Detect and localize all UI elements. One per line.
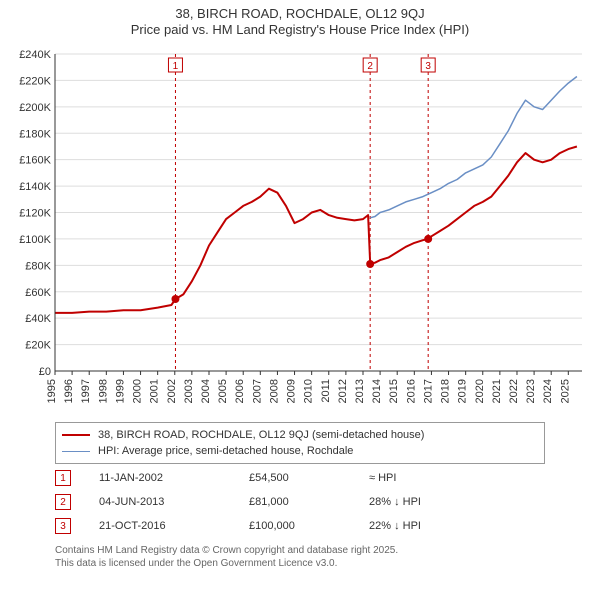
chart-title-block: 38, BIRCH ROAD, ROCHDALE, OL12 9QJ Price…	[0, 0, 600, 39]
svg-text:2019: 2019	[457, 379, 469, 403]
footer-line1: Contains HM Land Registry data © Crown c…	[55, 544, 545, 557]
event-price-3: £100,000	[249, 520, 369, 532]
event-price-2: £81,000	[249, 496, 369, 508]
event-index-box-3: 3	[55, 518, 71, 534]
chart-area: £0 £20K £40K £60K £80K £100K £120K £140K £160K £1…	[10, 46, 590, 416]
event-date-1: 11-JAN-2002	[99, 472, 249, 484]
events-table: 1 11-JAN-2002 £54,500 ≈ HPI 2 04-JUN-201…	[55, 466, 545, 538]
svg-text:£100K: £100K	[19, 234, 51, 246]
svg-text:£180K: £180K	[19, 128, 51, 140]
svg-text:2000: 2000	[132, 379, 144, 403]
title-line2: Price paid vs. HM Land Registry's House …	[0, 22, 600, 38]
event-rel-1: ≈ HPI	[369, 472, 489, 484]
svg-text:2016: 2016	[405, 379, 417, 403]
svg-text:1999: 1999	[114, 379, 126, 403]
event-rel-3: 22% ↓ HPI	[369, 520, 489, 532]
svg-text:2002: 2002	[166, 379, 178, 403]
event-row-1: 1 11-JAN-2002 £54,500 ≈ HPI	[55, 466, 545, 490]
event-row-2: 2 04-JUN-2013 £81,000 28% ↓ HPI	[55, 490, 545, 514]
svg-text:2012: 2012	[337, 379, 349, 403]
title-line1: 38, BIRCH ROAD, ROCHDALE, OL12 9QJ	[0, 6, 600, 22]
svg-text:2018: 2018	[440, 379, 452, 403]
svg-text:£240K: £240K	[19, 49, 51, 61]
svg-text:1997: 1997	[80, 379, 92, 403]
svg-text:2007: 2007	[251, 379, 263, 403]
footer-line2: This data is licensed under the Open Gov…	[55, 557, 545, 570]
svg-text:2010: 2010	[303, 379, 315, 403]
svg-text:£200K: £200K	[19, 102, 51, 114]
event-date-3: 21-OCT-2016	[99, 520, 249, 532]
event-index-box-1: 1	[55, 470, 71, 486]
svg-text:£40K: £40K	[25, 313, 51, 325]
svg-text:2017: 2017	[422, 379, 434, 403]
line-chart-svg: £0 £20K £40K £60K £80K £100K £120K £140K £160K £1…	[10, 46, 590, 416]
event-rel-2: 28% ↓ HPI	[369, 496, 489, 508]
svg-text:£60K: £60K	[25, 287, 51, 299]
event-row-3: 3 21-OCT-2016 £100,000 22% ↓ HPI	[55, 514, 545, 538]
svg-text:2009: 2009	[286, 379, 298, 403]
legend-item-hpi: HPI: Average price, semi-detached house,…	[62, 443, 538, 459]
svg-text:£20K: £20K	[25, 340, 51, 352]
event-index-box-2: 2	[55, 494, 71, 510]
footer-note: Contains HM Land Registry data © Crown c…	[55, 544, 545, 570]
svg-text:2003: 2003	[183, 379, 195, 403]
svg-text:£140K: £140K	[19, 181, 51, 193]
svg-text:£160K: £160K	[19, 155, 51, 167]
svg-text:£220K: £220K	[19, 75, 51, 87]
svg-text:2: 2	[367, 61, 373, 72]
svg-text:2022: 2022	[508, 379, 520, 403]
svg-text:2023: 2023	[525, 379, 537, 403]
svg-text:2008: 2008	[268, 379, 280, 403]
svg-text:1: 1	[173, 61, 179, 72]
svg-text:£80K: £80K	[25, 260, 51, 272]
svg-text:2025: 2025	[559, 379, 571, 403]
svg-text:2006: 2006	[234, 379, 246, 403]
event-date-2: 04-JUN-2013	[99, 496, 249, 508]
legend-swatch-price-paid	[62, 434, 90, 436]
svg-text:2011: 2011	[320, 379, 332, 403]
legend-label-hpi: HPI: Average price, semi-detached house,…	[98, 445, 353, 457]
legend-label-price-paid: 38, BIRCH ROAD, ROCHDALE, OL12 9QJ (semi…	[98, 429, 424, 441]
svg-text:1998: 1998	[97, 379, 109, 403]
svg-text:£0: £0	[39, 366, 51, 378]
legend-box: 38, BIRCH ROAD, ROCHDALE, OL12 9QJ (semi…	[55, 422, 545, 464]
svg-text:1995: 1995	[46, 379, 58, 403]
svg-text:3: 3	[425, 61, 431, 72]
legend-item-price-paid: 38, BIRCH ROAD, ROCHDALE, OL12 9QJ (semi…	[62, 427, 538, 443]
svg-text:2015: 2015	[388, 379, 400, 403]
svg-text:2004: 2004	[200, 379, 212, 403]
svg-text:£120K: £120K	[19, 208, 51, 220]
svg-text:2021: 2021	[491, 379, 503, 403]
svg-text:2020: 2020	[474, 379, 486, 403]
svg-text:2005: 2005	[217, 379, 229, 403]
event-price-1: £54,500	[249, 472, 369, 484]
svg-text:2001: 2001	[149, 379, 161, 403]
svg-text:2014: 2014	[371, 379, 383, 403]
svg-text:1996: 1996	[63, 379, 75, 403]
svg-text:2024: 2024	[542, 379, 554, 403]
svg-text:2013: 2013	[354, 379, 366, 403]
legend-swatch-hpi	[62, 451, 90, 452]
